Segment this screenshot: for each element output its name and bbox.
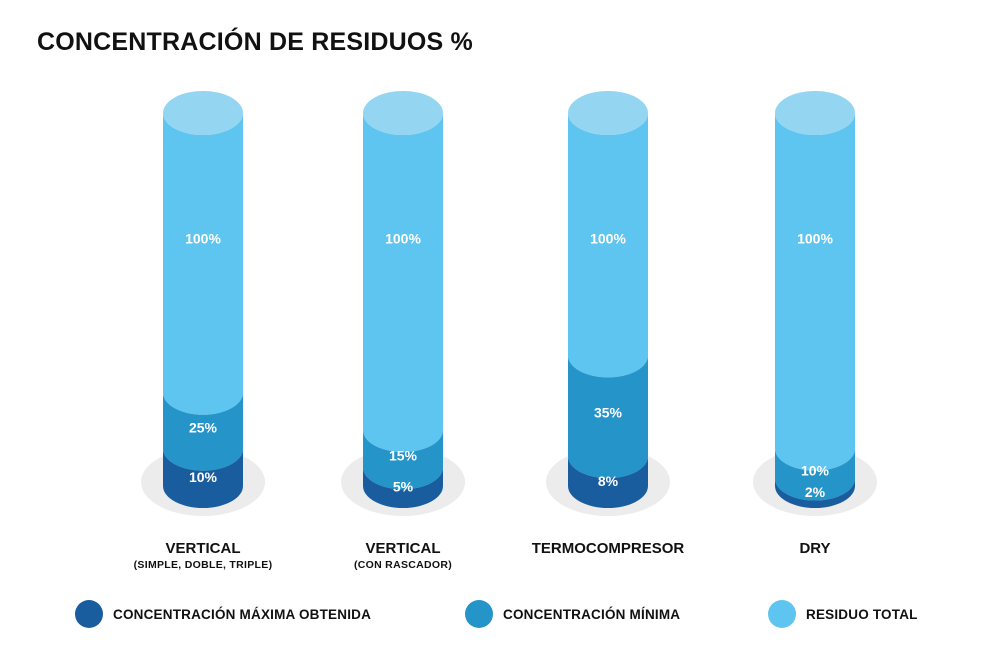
category-label-name: TERMOCOMPRESOR: [531, 540, 685, 557]
data-label-concentracion-minima: 25%: [189, 419, 218, 435]
legend-label: CONCENTRACIÓN MÁXIMA OBTENIDA: [113, 606, 372, 622]
bar-segment-concentracion-maxima: [568, 456, 648, 508]
data-label-concentracion-maxima: 5%: [393, 478, 414, 494]
cylinder-top-cap: [363, 91, 443, 135]
cylinder-bar: 100% 35% 8%: [546, 91, 670, 516]
cylinder-top-cap: [775, 91, 855, 135]
cylinder-top-cap: [163, 91, 243, 135]
data-label-residuo-total: 100%: [590, 231, 626, 247]
category-label-subtitle: (CON RASCADOR): [353, 559, 453, 571]
bar-segment-concentracion-maxima: [163, 448, 243, 508]
bar-segment-concentracion-maxima: [775, 478, 855, 508]
bar-segment-concentracion-minima: [775, 448, 855, 501]
data-label-concentracion-maxima: 10%: [189, 469, 218, 485]
legend-item: RESIDUO TOTAL: [768, 600, 918, 628]
cylinder-top-cap: [568, 91, 648, 135]
bar-segment-residuo-total: [568, 113, 648, 378]
legend-label: RESIDUO TOTAL: [806, 606, 918, 622]
category-label-name: VERTICAL: [365, 540, 441, 557]
cylinder-bar: 100% 10% 2%: [753, 91, 877, 516]
legend-swatch: [768, 600, 796, 628]
legend-item: CONCENTRACIÓN MÁXIMA OBTENIDA: [75, 600, 371, 628]
bar-segment-concentracion-minima: [568, 355, 648, 479]
category-label-name: DRY: [799, 540, 831, 557]
data-label-concentracion-maxima: 2%: [805, 484, 826, 500]
bar-segment-concentracion-minima: [163, 392, 243, 471]
bar-segment-concentracion-maxima: [363, 467, 443, 508]
legend-swatch: [465, 600, 493, 628]
category-label-subtitle: (SIMPLE, DOBLE, TRIPLE): [133, 559, 273, 571]
bar-segment-residuo-total: [363, 113, 443, 453]
category-label: VERTICAL (SIMPLE, DOBLE, TRIPLE): [93, 540, 313, 571]
data-label-concentracion-minima: 35%: [594, 405, 623, 421]
legend-label: CONCENTRACIÓN MÍNIMA: [503, 606, 681, 622]
category-label: DRY: [705, 540, 925, 557]
data-label-concentracion-maxima: 8%: [598, 473, 619, 489]
cylinder-bar: 100% 15% 5%: [341, 91, 465, 516]
cylinder-bar: 100% 25% 10%: [141, 91, 265, 516]
category-label-name: VERTICAL: [165, 540, 241, 557]
bar-segment-concentracion-minima: [363, 430, 443, 490]
data-label-residuo-total: 100%: [385, 231, 421, 247]
legend-item: CONCENTRACIÓN MÍNIMA: [465, 600, 680, 628]
legend-swatch: [75, 600, 103, 628]
data-label-residuo-total: 100%: [797, 231, 833, 247]
data-label-concentracion-minima: 10%: [801, 462, 830, 478]
bar-segment-residuo-total: [775, 113, 855, 471]
category-label: TERMOCOMPRESOR: [498, 540, 718, 557]
bar-segment-residuo-total: [163, 113, 243, 415]
data-label-residuo-total: 100%: [185, 231, 221, 247]
category-label: VERTICAL (CON RASCADOR): [293, 540, 513, 571]
data-label-concentracion-minima: 15%: [389, 447, 418, 463]
chart-title: CONCENTRACIÓN DE RESIDUOS %: [37, 28, 473, 56]
